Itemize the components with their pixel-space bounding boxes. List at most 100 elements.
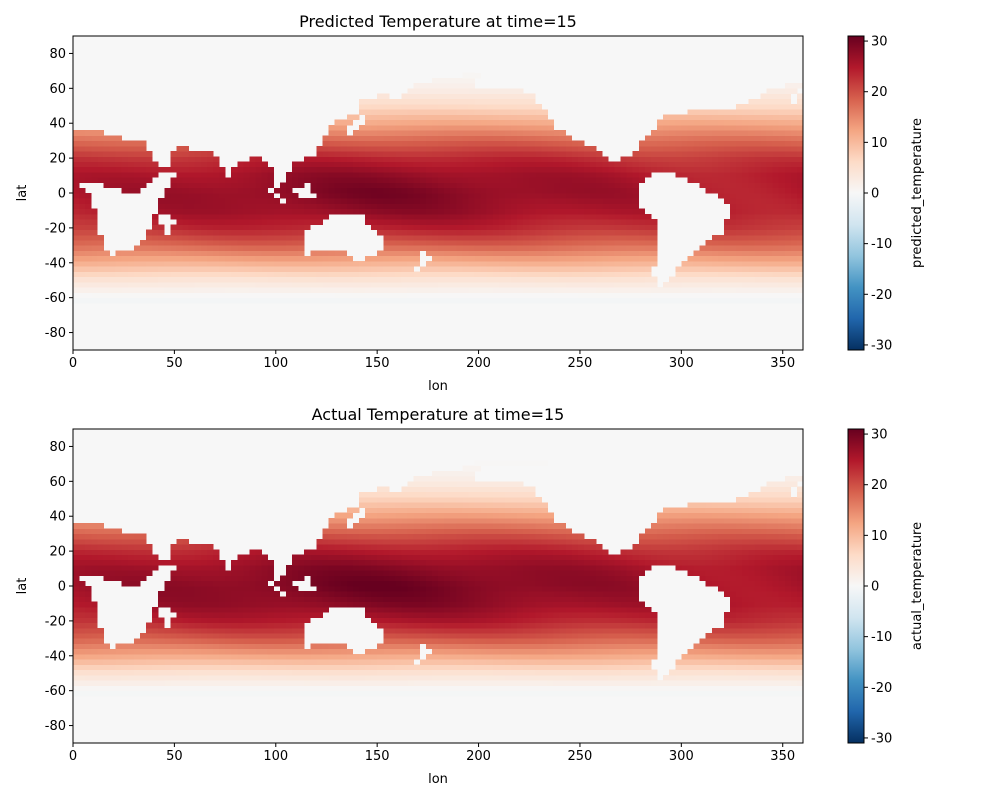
heatmap-cell [158,234,165,241]
heatmap-cell [511,591,518,597]
heatmap-cell [650,145,664,152]
heatmap-cell [772,575,780,582]
heatmap-cell [760,565,767,571]
heatmap-cell [669,161,676,168]
heatmap-cell [304,198,311,204]
heatmap-cell [158,229,165,236]
heatmap-cell [164,664,171,671]
heatmap-cell [261,166,269,173]
heatmap-cell [687,549,694,555]
heatmap-cell [717,140,725,147]
heatmap-cell [358,135,384,142]
heatmap-cell [383,250,415,257]
heatmap-cell [152,161,159,168]
heatmap-cell [456,570,463,576]
heatmap-cell [663,145,676,152]
heatmap-cell [267,559,275,566]
heatmap-cell [371,565,378,571]
heatmap-cell [711,130,731,136]
heatmap-cell [754,271,761,278]
heatmap-cell [790,234,798,241]
heatmap-cell [328,659,348,665]
heatmap-cell [401,271,415,278]
heatmap-cell [669,166,676,173]
heatmap-cell [298,570,305,576]
heatmap-cell [255,245,287,251]
heatmap-cell [273,266,281,272]
heatmap-cell [620,203,640,210]
heatmap-cell [511,276,536,283]
heatmap-cell [571,612,579,618]
heatmap-cell [219,606,232,613]
heatmap-cell [577,570,585,576]
heatmap-cell [249,638,256,644]
heatmap-cell [796,575,804,582]
heatmap-cell [419,586,427,592]
heatmap-cell [334,255,342,262]
heatmap-cell [365,559,372,566]
heatmap-cell [298,245,305,251]
heatmap-cell [742,586,755,592]
heatmap-cell [79,261,86,267]
heatmap-cell [766,261,804,267]
heatmap-cell [200,544,208,550]
heatmap-cell [176,219,183,225]
heatmap-cell [492,606,500,613]
heatmap-cell [796,523,804,529]
heatmap-cell [480,627,494,634]
heatmap-cell [620,565,627,571]
x-tick-label: 100 [263,749,288,764]
heatmap-cell [389,491,427,498]
heatmap-cell [748,255,761,262]
heatmap-cell [657,680,792,686]
heatmap-cell [535,172,573,178]
heatmap-cell [425,538,433,545]
heatmap-cell [304,203,311,210]
heatmap-cell [699,255,707,262]
heatmap-cell [790,245,804,251]
heatmap-cell [358,161,366,168]
heatmap-cell [523,612,530,618]
heatmap-cell [407,234,415,241]
heatmap-cell [681,654,688,660]
heatmap-cell [498,596,506,603]
heatmap-cell [608,580,615,587]
heatmap-cell [279,203,287,210]
heatmap-cell [723,166,731,173]
heatmap-cell [711,166,719,173]
heatmap-cell [73,533,80,540]
heatmap-cell [389,177,396,183]
heatmap-cell [310,161,329,168]
heatmap-cell [492,486,536,493]
heatmap-cell [796,617,804,624]
heatmap-cell [462,145,469,152]
heatmap-cell [590,538,597,545]
heatmap-cell [358,591,366,597]
heatmap-cell [200,193,208,199]
heatmap-cell [456,198,463,204]
heatmap-cell [121,156,129,162]
heatmap-cell [121,549,129,555]
heatmap-cell [535,276,561,283]
heatmap-cell [547,229,554,236]
heatmap-cell [760,229,767,236]
heatmap-cell [730,606,737,613]
heatmap-cell [158,271,171,278]
heatmap-cell [474,219,481,225]
heatmap-cell [602,255,609,262]
heatmap-cell [139,140,147,147]
heatmap-cell [504,559,512,566]
heatmap-cell [535,570,548,576]
heatmap-cell [553,559,567,566]
heatmap-cell [133,544,153,550]
heatmap-cell [571,224,579,231]
heatmap-cell [121,266,129,272]
heatmap-cell [462,161,475,168]
heatmap-cell [742,271,755,278]
heatmap-cell [267,261,275,267]
heatmap-cell [91,528,98,535]
heatmap-cell [474,643,481,650]
heatmap-cell [778,554,786,561]
heatmap-cell [456,601,463,608]
heatmap-cell [79,627,86,634]
